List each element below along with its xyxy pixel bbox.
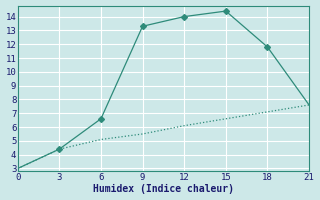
- X-axis label: Humidex (Indice chaleur): Humidex (Indice chaleur): [93, 184, 234, 194]
